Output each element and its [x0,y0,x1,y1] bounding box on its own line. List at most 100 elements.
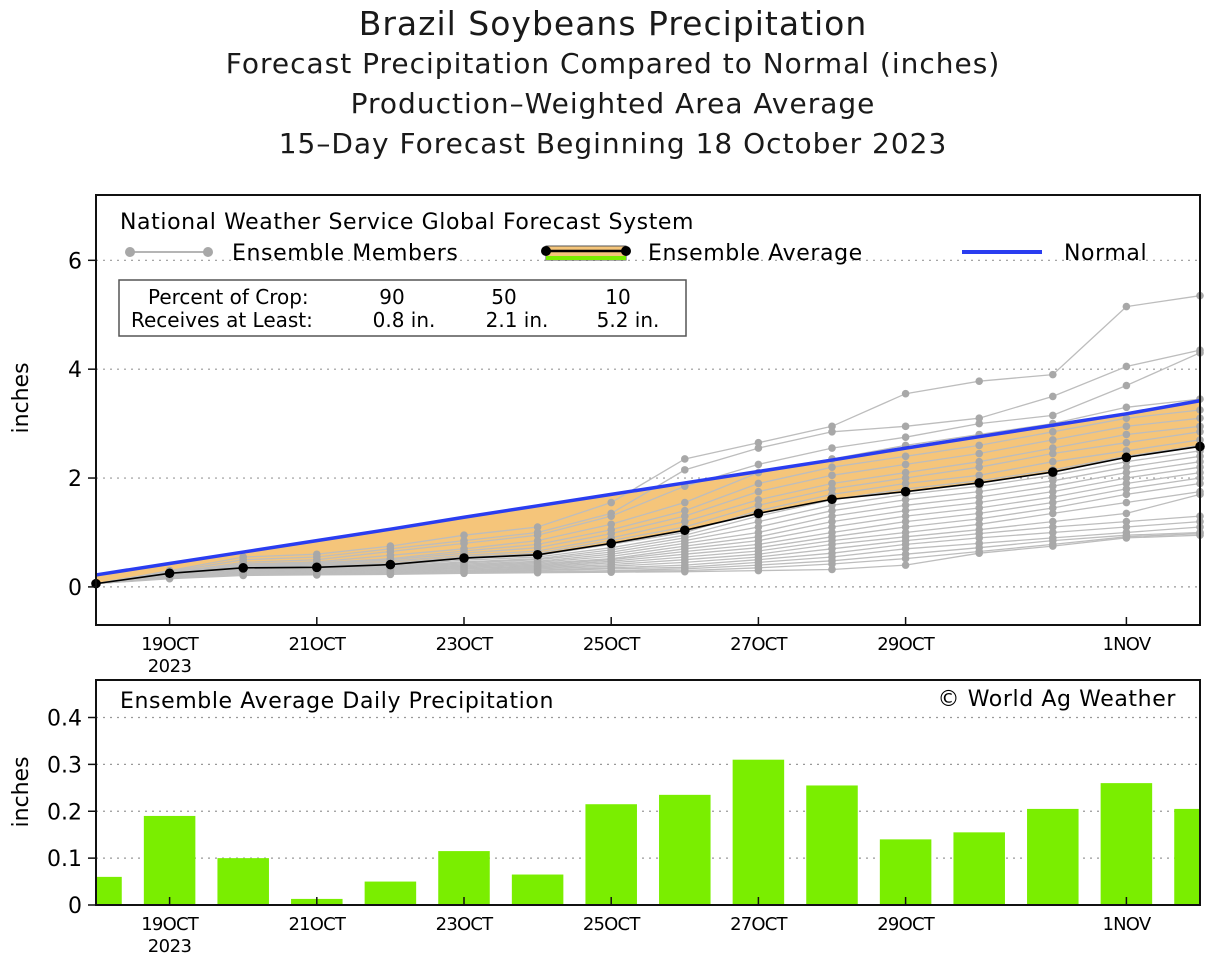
top-x-tick-label: 19OCT [141,634,199,655]
ensemble-member-point [901,452,910,461]
ensemble-member-point [1049,392,1057,401]
crop-row2-label: Receives at Least: [131,308,313,332]
ensemble-average-point [385,559,396,570]
bottom-y-axis-label: inches [9,756,34,827]
top-x-tick-label: 25OCT [583,634,641,655]
ensemble-average-point [164,568,175,579]
bottom-y-tick-label: 0.1 [47,847,82,872]
ensemble-member-point [533,568,542,577]
ensemble-member-line [95,534,1201,585]
ensemble-member-point [975,493,983,501]
bottom-x-tick-label: 23OCT [436,914,494,935]
legend-average-dot [621,246,631,256]
ensemble-member-point [460,539,468,548]
ensemble-member-point [901,422,910,431]
ensemble-member-point [975,504,983,512]
ensemble-member-point [1049,509,1057,518]
ensemble-member-point [607,498,615,507]
ensemble-member-point [975,534,983,542]
ensemble-member-point [1122,490,1131,499]
ensemble-member-point [901,433,910,442]
ensemble-member-point [1122,468,1131,477]
top-x-tick-label: 21OCT [288,634,346,655]
top-y-tick-label: 4 [68,358,82,383]
top-y-tick-label: 6 [68,249,82,274]
ensemble-member-point [901,561,910,569]
ensemble-member-point [901,554,910,563]
ensemble-member-point [828,479,836,488]
ensemble-member-point [754,487,763,496]
daily-precip-bar [217,858,269,905]
ensemble-member-point [975,441,983,450]
ensemble-member-point [754,460,763,469]
top-x-tick-label: 1NOV [1102,634,1151,655]
ensemble-member-point [828,444,836,452]
bottom-x-tick-label: 27OCT [730,914,788,935]
daily-precip-bar [1027,808,1079,905]
ensemble-average-point [900,486,911,497]
ensemble-member-point [1122,509,1131,518]
legend-members-dot [125,247,135,257]
ensemble-member-point [1049,542,1057,550]
ensemble-member-point [975,419,983,428]
ensemble-member-point [1049,411,1057,420]
ensemble-member-point [460,531,468,539]
daily-precip-bar [953,832,1005,905]
ensemble-average-point [1048,467,1058,477]
ensemble-member-point [828,463,836,471]
ensemble-member-point [754,444,763,452]
ensemble-member-point [975,509,983,518]
ensemble-member-point [975,549,983,557]
ensemble-member-point [901,512,910,520]
bottom-y-tick-label: 0.4 [47,707,82,732]
ensemble-member-point [901,506,910,515]
ensemble-member-point [901,501,910,510]
ensemble-member-point [1049,498,1057,507]
ensemble-member-point [754,496,763,504]
bottom-plot-frame [95,679,1201,906]
daily-precip-bar [511,874,564,905]
ensemble-member-point [533,523,542,531]
ensemble-member-point [1049,476,1057,485]
ensemble-average-line [95,445,1201,585]
ensemble-member-point [1122,403,1131,412]
crop-amount-10: 5.2 in. [597,308,660,332]
ensemble-member-point [607,568,615,577]
ensemble-member-point [901,474,910,482]
top-gridlines [96,259,1200,588]
ensemble-member-point [386,570,395,579]
ensemble-member-point [1122,447,1131,455]
ensemble-member-line [95,295,1201,585]
ensemble-member-point [681,466,689,474]
ensemble-average-point [459,553,469,563]
ensemble-average-point [1121,452,1132,463]
daily-precip-bar [438,851,490,905]
daily-precip-bar [96,876,122,905]
ensemble-member-line [95,409,1201,585]
ensemble-member-point [1049,523,1057,531]
bottom-y-tick-label: 0 [68,894,82,919]
crop-amount-90: 0.8 in. [373,308,436,332]
ensemble-member-point [901,479,910,488]
ensemble-member-point [1122,517,1131,526]
ensemble-member-point [828,427,836,436]
top-x-tick-label: 27OCT [730,634,788,655]
ensemble-member-point [975,498,983,507]
daily-precip-bar [585,804,637,905]
ensemble-member-point [1049,504,1057,512]
bottom-x-tick-label: 21OCT [288,914,346,935]
ensemble-member-point [1049,457,1057,466]
ensemble-member-point [1122,534,1131,542]
crop-row1-label: Percent of Crop: [148,285,309,309]
daily-precip-bar [879,839,932,905]
ensemble-member-point [828,560,836,568]
ensemble-member-point [901,523,910,531]
daily-precip-bar [143,815,196,905]
chart-subtitle-3: 15–Day Forecast Beginning 18 October 202… [278,127,948,160]
ensemble-member-point [1049,482,1057,491]
copyright-text: © World Ag Weather [938,687,1177,712]
ensemble-member-point [1049,370,1057,379]
ensemble-member-point [681,512,689,520]
ensemble-member-point [754,523,763,531]
ensemble-member-point [754,566,763,575]
